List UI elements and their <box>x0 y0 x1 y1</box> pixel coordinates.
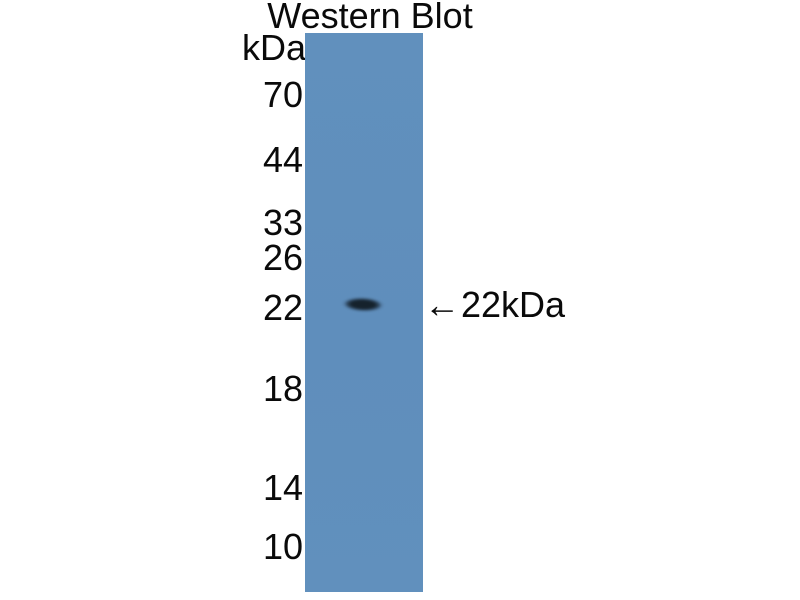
ladder-marker-33: 33 <box>262 202 303 243</box>
ladder-marker-26: 26 <box>262 237 303 278</box>
ladder-marker-70: 70 <box>262 74 303 115</box>
ladder-marker-44: 44 <box>262 139 303 180</box>
blot-lane <box>305 33 423 592</box>
protein-band <box>340 296 386 313</box>
ladder-marker-22: 22 <box>262 287 303 328</box>
ladder-marker-18: 18 <box>262 368 303 409</box>
band-annotation-label: 22kDa <box>461 284 566 325</box>
left-arrow-icon: ← <box>424 284 461 325</box>
ladder-marker-10: 10 <box>262 526 303 567</box>
figure-title: Western Blot <box>267 0 473 36</box>
kda-unit-label: kDa <box>241 27 306 68</box>
band-annotation: ←22kDa <box>424 287 565 323</box>
ladder-marker-14: 14 <box>262 467 303 508</box>
